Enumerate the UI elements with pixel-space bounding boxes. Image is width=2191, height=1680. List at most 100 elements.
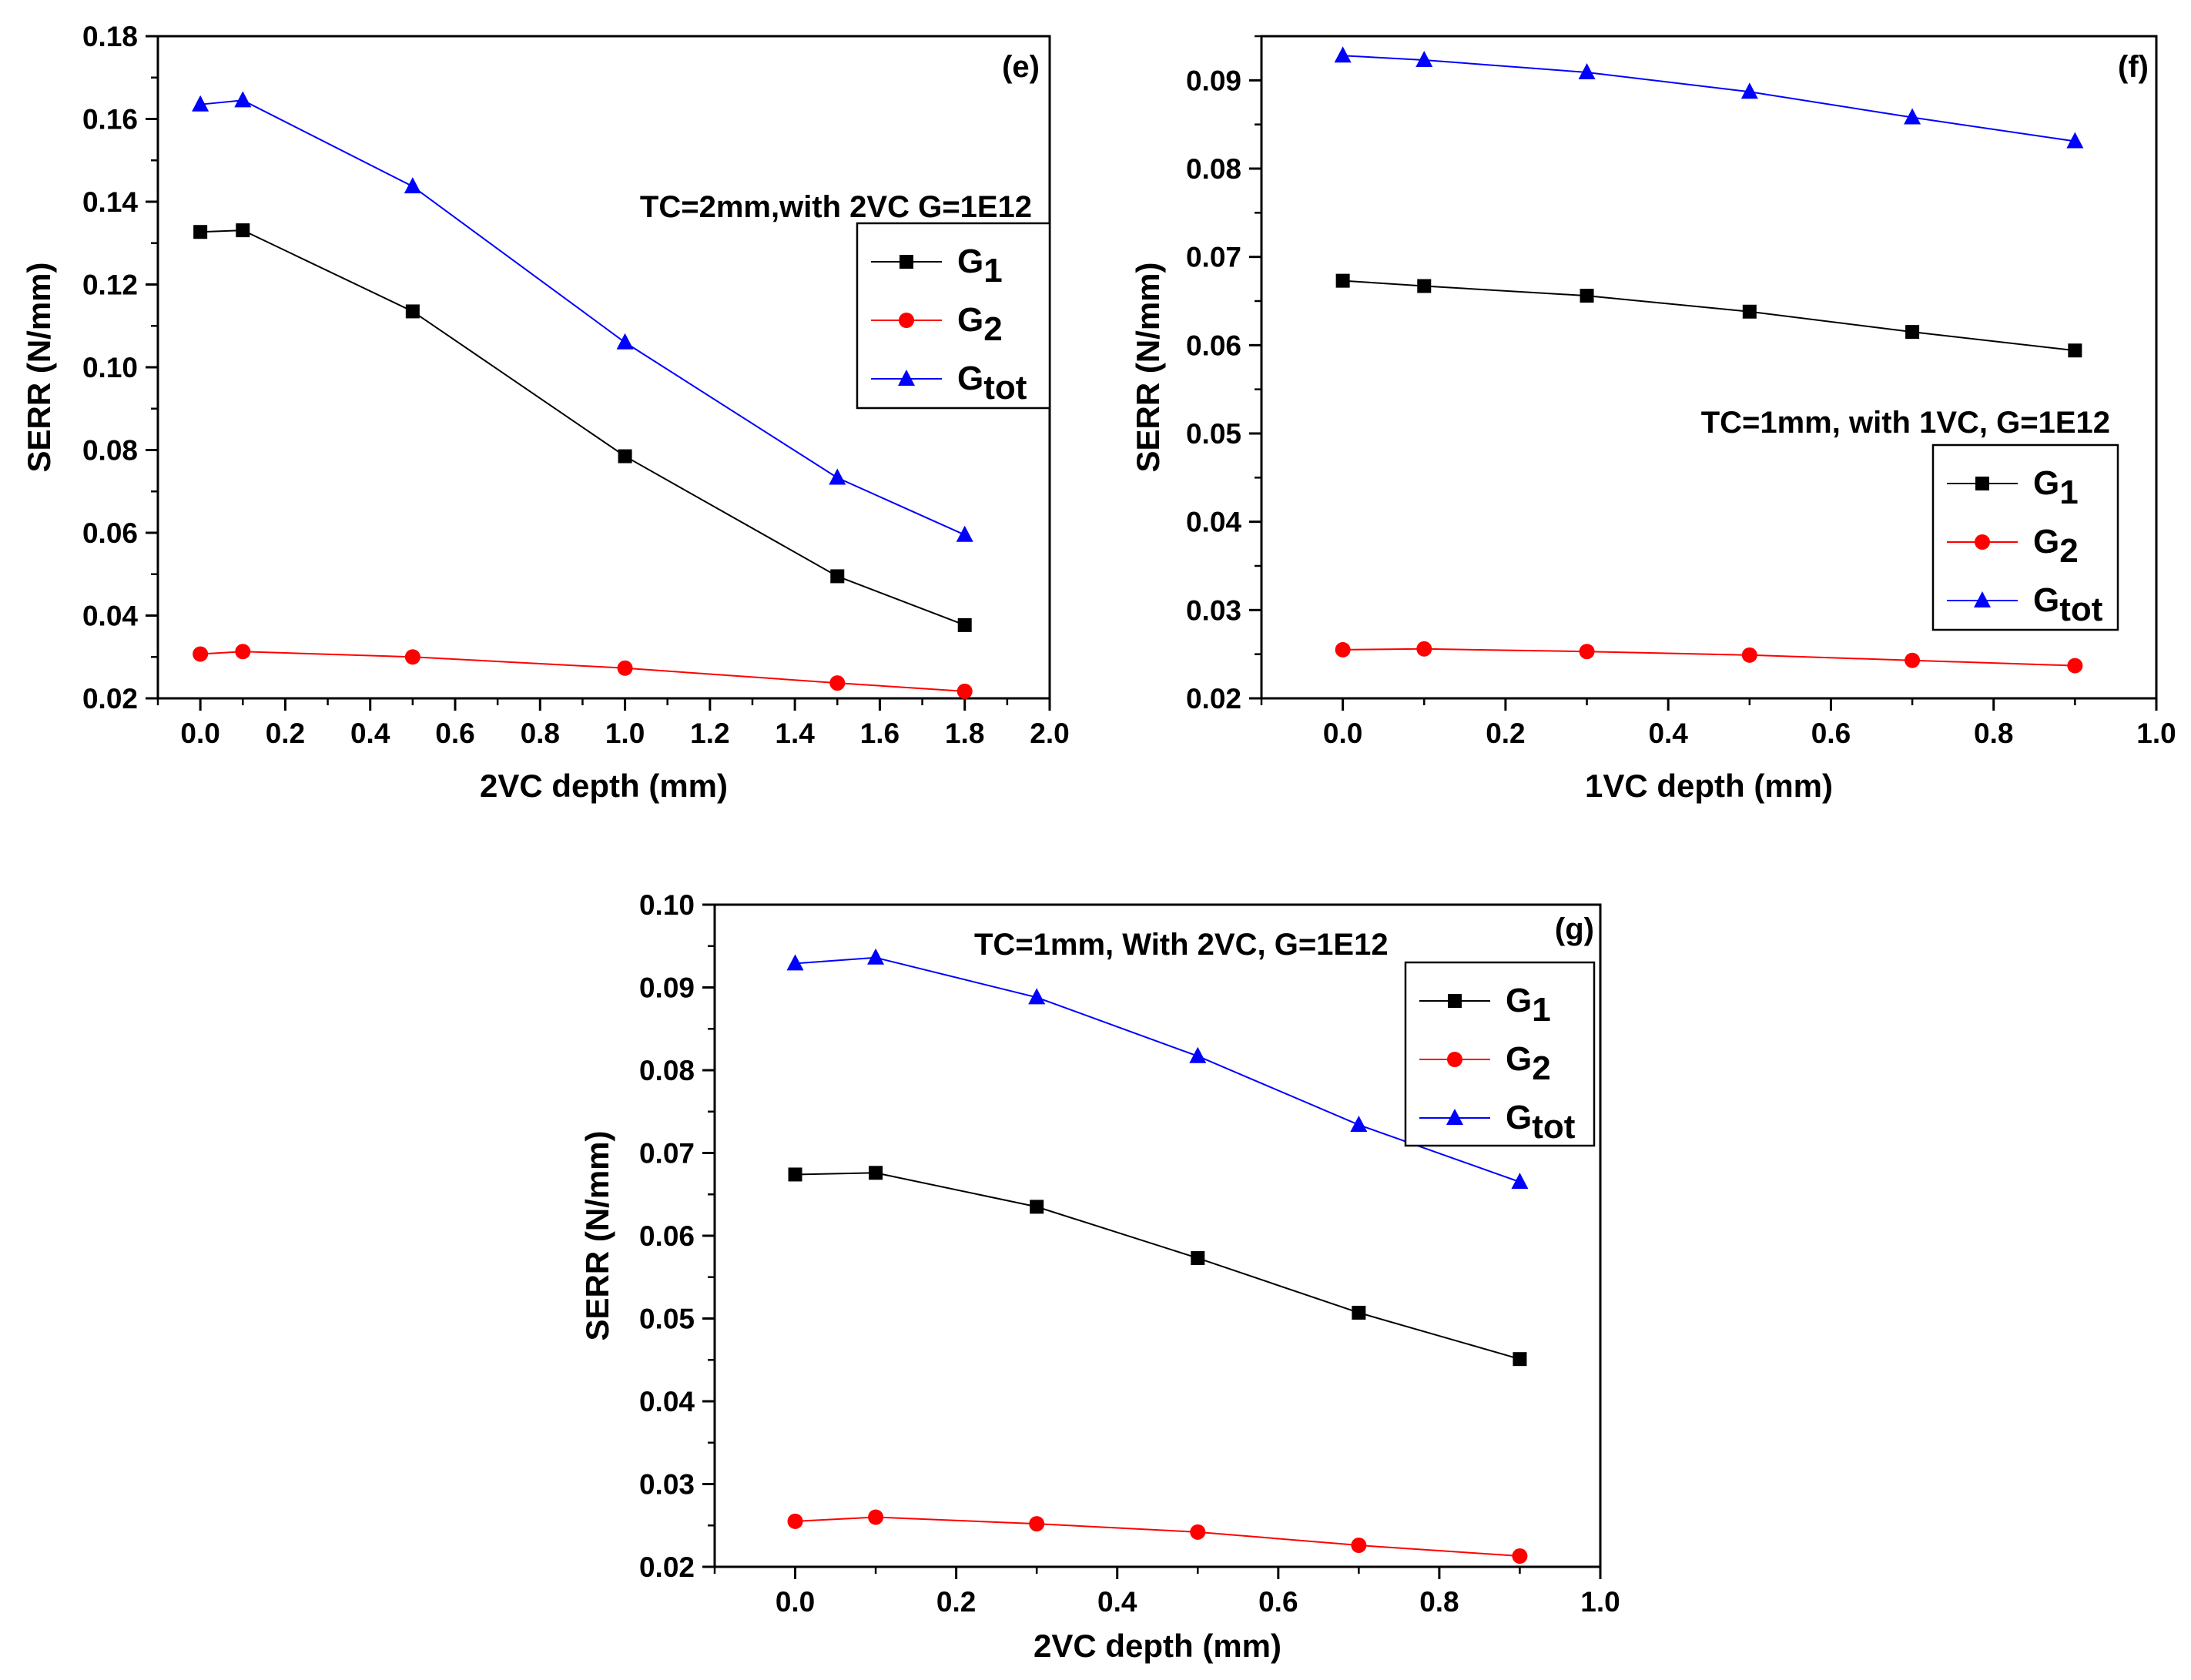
data-point-circle [1741, 647, 1757, 663]
legend-label-subscript: 1 [1532, 991, 1550, 1029]
x-tick-label: 0.4 [1648, 718, 1688, 749]
panel-tag: (g) [1555, 912, 1594, 946]
legend-label: G2 [1506, 1040, 1551, 1087]
data-point-square [193, 225, 208, 239]
legend-label-main: G [1506, 1099, 1532, 1136]
data-point-circle [868, 1509, 884, 1525]
data-point-square [236, 223, 250, 238]
y-tick-label: 0.02 [1186, 683, 1241, 715]
legend-label-main: G [2033, 523, 2059, 561]
panel-tag: (f) [2118, 50, 2149, 84]
data-point-triangle [1028, 988, 1046, 1005]
legend-box [1404, 961, 1596, 1147]
data-point-square [2068, 343, 2082, 358]
data-point-circle [1512, 1548, 1528, 1565]
data-point-square [1513, 1352, 1527, 1367]
y-axis-label: SERR (N/mm) [1130, 262, 1166, 472]
data-point-square [788, 1167, 802, 1182]
y-tick-label: 0.12 [82, 269, 138, 301]
y-tick-label: 0.02 [639, 1551, 695, 1583]
y-tick-label: 0.08 [639, 1055, 695, 1086]
x-tick-label: 0.6 [1258, 1586, 1298, 1618]
y-axis-label: SERR (N/mm) [21, 262, 57, 472]
legend-marker-circle [1447, 1052, 1462, 1067]
y-tick-label: 0.05 [639, 1304, 695, 1335]
data-point-circle [1905, 652, 1921, 668]
legend-label-subscript: tot [2059, 591, 2103, 628]
x-tick-label: 1.4 [775, 718, 815, 749]
legend-label-main: G [957, 243, 983, 280]
data-point-triangle [1415, 50, 1433, 67]
legend-label-subscript: tot [1532, 1108, 1576, 1146]
legend-label-subscript: 2 [983, 310, 1002, 348]
legend-label-main: G [957, 360, 983, 397]
x-tick-label: 0.4 [350, 718, 390, 749]
x-tick-label: 1.0 [1580, 1586, 1620, 1618]
legend-label: G2 [957, 301, 1003, 348]
y-tick-label: 0.08 [82, 435, 138, 467]
data-point-square [1580, 289, 1594, 303]
legend-label-subscript: 1 [2059, 474, 2078, 511]
y-tick-label: 0.04 [1186, 507, 1241, 538]
y-tick-label: 0.06 [82, 517, 138, 549]
data-point-square [1905, 325, 1920, 340]
legend-box [1931, 443, 2119, 631]
data-point-circle [829, 675, 846, 691]
data-point-triangle [1904, 108, 1921, 125]
data-point-square [1352, 1305, 1366, 1320]
x-tick-label: 0.6 [1811, 718, 1851, 749]
data-point-square [405, 304, 420, 319]
data-point-square [1335, 273, 1350, 288]
legend-marker-square [1975, 477, 1989, 490]
data-point-circle [1416, 641, 1432, 657]
series-line-circle [795, 1516, 1520, 1558]
y-axis-label: SERR (N/mm) [579, 1130, 615, 1340]
data-point-circle [1190, 1524, 1206, 1540]
legend-label-subscript: 1 [983, 252, 1002, 289]
legend-label-main: G [2033, 464, 2059, 502]
x-tick-label: 0.8 [1974, 718, 2013, 749]
data-point-circle [2067, 658, 2083, 674]
x-tick-label: 0.6 [435, 718, 474, 749]
legend-label-subscript: tot [983, 369, 1027, 407]
plot-frame [1260, 35, 2158, 700]
y-tick-label: 0.03 [639, 1469, 695, 1501]
legend-label: Gtot [957, 360, 1027, 407]
x-tick-label: 0.0 [1323, 718, 1362, 749]
panel-e: 0.0 0.2 0.4 0.6 0.8 1.0 1.2 1.4 1.6 1.8 2.0 0.02 0.0… [21, 21, 1070, 804]
x-tick-label: 0.2 [1486, 718, 1525, 749]
data-point-triangle [829, 468, 846, 485]
data-point-triangle [1189, 1046, 1207, 1063]
data-point-triangle [1740, 82, 1758, 99]
legend-label-subscript: 2 [2059, 532, 2078, 570]
x-tick-label: 1.6 [860, 718, 900, 749]
panel-g: 0.0 0.2 0.4 0.6 0.8 1.0 0.02 0.03 0.04 0.05 0.06 0.… [579, 889, 1620, 1664]
data-point-square [830, 569, 845, 584]
data-point-triangle [1350, 1115, 1368, 1132]
data-point-triangle [404, 177, 421, 194]
legend-marker-triangle [1446, 1109, 1463, 1125]
legend-label: Gtot [2033, 581, 2103, 628]
x-tick-label: 1.0 [2136, 718, 2176, 749]
data-point-circle [787, 1513, 803, 1529]
data-point-square [869, 1166, 883, 1180]
legend-box [856, 222, 1051, 410]
legend-label: G1 [1506, 982, 1551, 1029]
data-point-circle [404, 649, 420, 665]
legend: G1 G2 Gtot [1404, 961, 1596, 1147]
series-line-circle [200, 651, 965, 692]
y-tick-label: 0.03 [1186, 594, 1241, 626]
legend-marker-triangle [898, 370, 915, 386]
x-tick-label: 2.0 [1030, 718, 1069, 749]
legend-marker-triangle [1974, 591, 1991, 607]
data-point-circle [1579, 644, 1595, 660]
series-line-triangle [795, 956, 1520, 1183]
x-tick-label: 0.4 [1097, 1586, 1137, 1618]
data-point-square [1030, 1200, 1044, 1214]
x-tick-label: 0.2 [266, 718, 305, 749]
y-tick-label: 0.14 [82, 186, 138, 218]
x-axis-label: 2VC depth (mm) [480, 768, 728, 804]
data-point-circle [1029, 1516, 1045, 1532]
